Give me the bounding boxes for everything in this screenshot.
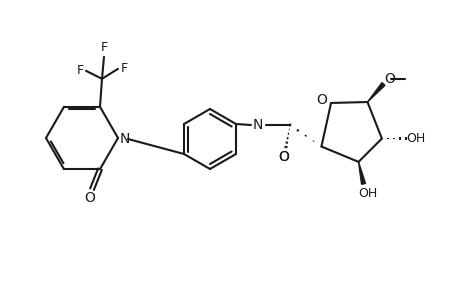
Text: F: F	[100, 41, 107, 54]
Text: O: O	[84, 191, 95, 205]
Polygon shape	[367, 83, 384, 102]
Text: F: F	[120, 62, 127, 75]
Text: OH: OH	[357, 188, 376, 200]
Text: O: O	[278, 150, 289, 164]
Text: N: N	[252, 118, 263, 132]
Text: OH: OH	[405, 132, 425, 145]
Polygon shape	[358, 162, 365, 184]
Text: N: N	[119, 132, 130, 146]
Text: O: O	[383, 72, 394, 86]
Text: O: O	[278, 150, 289, 164]
Text: F: F	[76, 64, 84, 77]
Text: O: O	[316, 93, 327, 107]
